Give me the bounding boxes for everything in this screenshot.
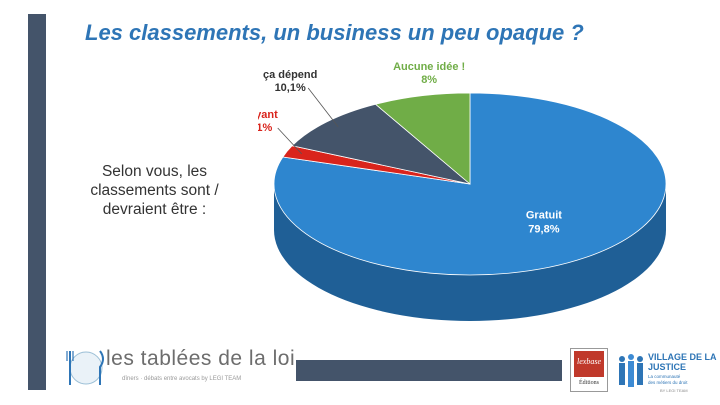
- footer-bar: [296, 360, 562, 381]
- pie-label-payant: Payant: [258, 109, 278, 121]
- pie-slice-gratuit: [273, 92, 667, 276]
- pie-value-aucune-idee: 8%: [421, 74, 437, 86]
- village-justice-logo: VILLAGE DE LA JUSTICE La communauté des …: [612, 348, 717, 396]
- survey-question: Selon vous, les classements sont / devra…: [90, 163, 219, 218]
- pie-leader-payant: [277, 127, 303, 155]
- pie-top-group: [273, 92, 667, 276]
- lexbase-mark: [574, 351, 604, 377]
- lexbase-word: lexbase: [577, 357, 601, 366]
- tablees-logo: les tablées de la loi dîners · débats en…: [62, 345, 296, 390]
- village-line1: VILLAGE DE LA: [648, 352, 717, 362]
- pie-value-payant: 2,1%: [258, 122, 272, 134]
- lexbase-sub: Éditions: [578, 380, 599, 386]
- pie-leader-ca-depend: [307, 87, 339, 128]
- pie-side-gratuit: [274, 184, 666, 321]
- pie-slice-aucune-idee: [374, 92, 471, 185]
- village-line4: des métiers du droit: [648, 380, 688, 385]
- lexbase-logo: lexbase Éditions: [570, 348, 608, 392]
- people-icon: [619, 354, 643, 387]
- pie-value-ca-depend: 10,1%: [275, 82, 306, 94]
- tablees-tagline: dîners · débats entre avocats by LEGI TE…: [122, 376, 242, 382]
- village-line3: La communauté: [648, 374, 681, 379]
- slide-title: Les classements, un business un peu opaq…: [85, 20, 584, 45]
- left-accent-bar: [28, 14, 46, 390]
- pie-value-gratuit: 79,8%: [528, 223, 559, 235]
- village-line2: JUSTICE: [648, 362, 687, 372]
- tablees-logo-icon: [66, 350, 104, 385]
- pie-side-group: [274, 184, 666, 321]
- pie-slice-ca-depend: [291, 103, 471, 185]
- pie-label-aucune-idee: Aucune idée !: [393, 61, 465, 73]
- tablees-brand-text: les tablées de la loi: [106, 347, 296, 370]
- pie-label-gratuit: Gratuit: [526, 209, 562, 221]
- village-line5: BY LEGI TEAM: [660, 388, 688, 393]
- pie-label-ca-depend: ça dépend: [263, 69, 317, 81]
